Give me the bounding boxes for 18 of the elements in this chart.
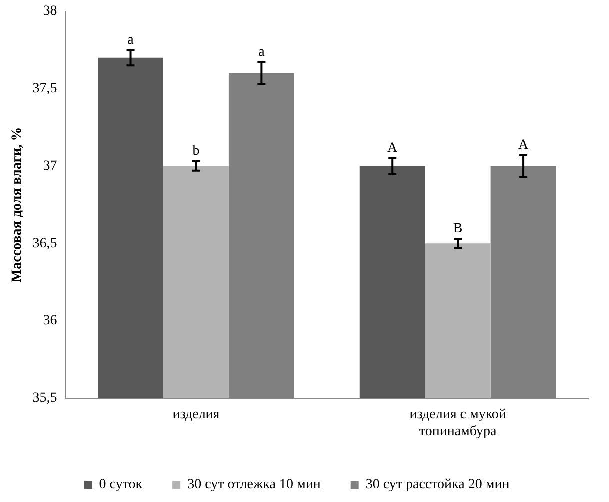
annotation: B [453, 222, 463, 237]
y-tick-label: 37,5 [32, 81, 58, 96]
x-tick-label: изделия с мукой топинамбура [410, 407, 507, 440]
y-tick-label: 37 [43, 158, 58, 174]
y-tick-label: 36 [43, 314, 58, 329]
x-tick-label: изделия [172, 407, 220, 422]
y-tick-label: 36,5 [32, 236, 58, 252]
y-axis-title: Массовая доля влаги, % [10, 127, 26, 283]
annotation: A [518, 138, 530, 154]
annotation: a [258, 45, 266, 60]
y-tick-label: 35,5 [32, 391, 58, 406]
legend-label: 30 сут расстойка 20 мин [366, 478, 510, 493]
annotation: a [128, 32, 135, 48]
y-tick-label: 38 [43, 4, 58, 20]
legend-label: 0 суток [99, 478, 143, 493]
legend-label: 30 сут отлежка 10 мин [188, 478, 322, 493]
annotation: b [192, 144, 200, 160]
annotation: A [388, 141, 399, 156]
